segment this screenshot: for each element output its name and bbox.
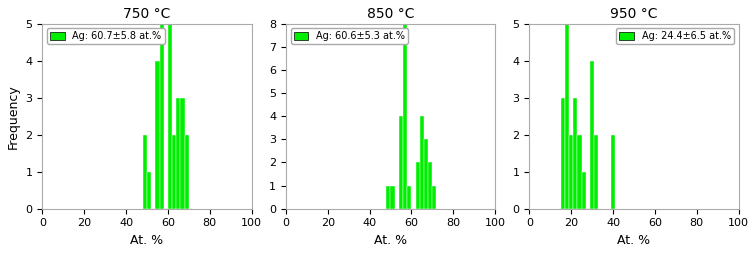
Legend: Ag: 60.7±5.8 at.%: Ag: 60.7±5.8 at.% [47,28,165,44]
Bar [399,116,403,209]
Bar [160,24,164,209]
Bar [594,135,599,209]
Bar [420,116,424,209]
Bar [172,135,176,209]
Bar [168,24,172,209]
Bar [565,24,569,209]
Bar [573,98,578,209]
Bar [424,139,428,209]
Legend: Ag: 60.6±5.3 at.%: Ag: 60.6±5.3 at.% [291,28,408,44]
X-axis label: At. %: At. % [130,234,163,247]
Bar [147,172,151,209]
Bar [386,186,390,209]
Bar [416,163,420,209]
X-axis label: At. %: At. % [374,234,407,247]
Bar [578,135,581,209]
Bar [181,98,184,209]
Bar [611,135,615,209]
Bar [569,135,573,209]
X-axis label: At. %: At. % [618,234,650,247]
Bar [432,186,436,209]
Title: 850 °C: 850 °C [367,7,414,21]
Title: 950 °C: 950 °C [610,7,658,21]
Bar [428,163,432,209]
Y-axis label: Frequency: Frequency [7,84,20,149]
Bar [581,172,586,209]
Legend: Ag: 24.4±6.5 at.%: Ag: 24.4±6.5 at.% [616,28,733,44]
Bar [176,98,181,209]
Bar [403,24,407,209]
Bar [561,98,565,209]
Bar [155,60,160,209]
Bar [184,135,189,209]
Bar [390,186,395,209]
Bar [407,186,411,209]
Bar [143,135,147,209]
Bar [590,60,594,209]
Title: 750 °C: 750 °C [123,7,171,21]
